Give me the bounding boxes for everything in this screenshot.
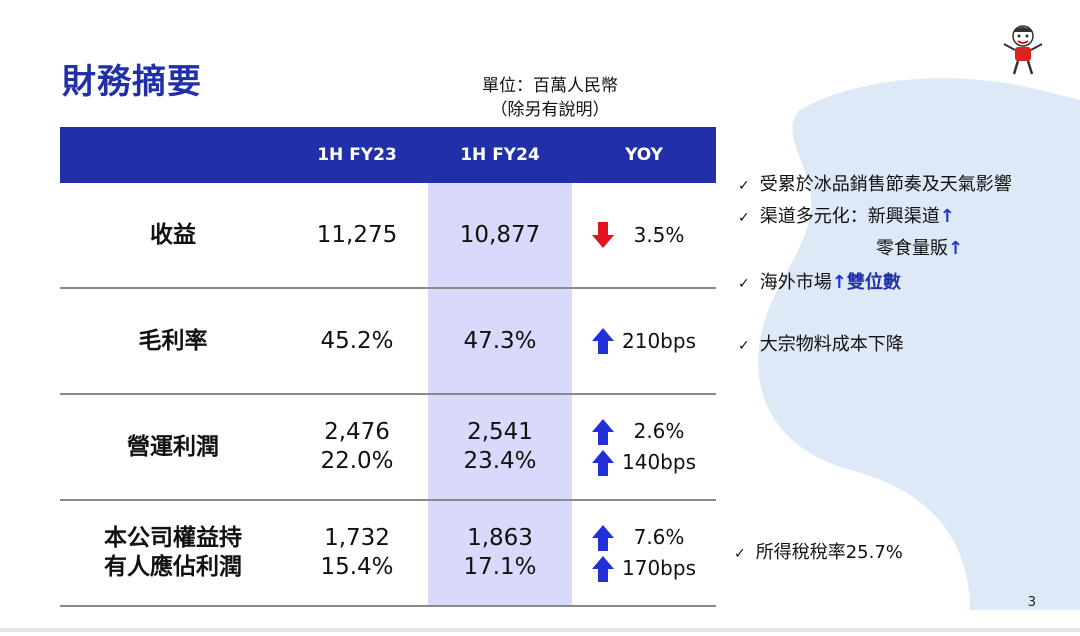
- table-row: 收益 11,275 10,877 3.5%: [60, 183, 716, 289]
- arrow-up-icon: ↑: [831, 272, 847, 293]
- note-channel: ✓ 渠道多元化：新興渠道↑: [738, 206, 955, 227]
- arrow-up-icon: [592, 449, 614, 476]
- arrow-up-icon: [592, 524, 614, 551]
- cell-yoy: 210bps: [572, 288, 716, 395]
- header-fy23: 1H FY23: [286, 127, 428, 183]
- yoy-value: 7.6%: [633, 525, 685, 549]
- check-icon: ✓: [734, 546, 746, 562]
- note-tax-rate: ✓ 所得稅稅率25.7%: [734, 542, 903, 563]
- unit-note: 單位：百萬人民幣 （除另有說明）: [482, 76, 618, 120]
- cell-yoy: 2.6% 140bps: [572, 394, 716, 501]
- cell-fy24: 10,877: [428, 183, 572, 289]
- page-number: 3: [1027, 595, 1036, 610]
- header-fy24: 1H FY24: [428, 127, 572, 183]
- cell-yoy: 7.6% 170bps: [572, 500, 716, 607]
- arrow-up-icon: ↑: [948, 238, 964, 259]
- bottom-divider: [0, 628, 1080, 632]
- check-icon: ✓: [738, 178, 750, 194]
- check-icon: ✓: [738, 338, 750, 354]
- yoy-value: 170bps: [622, 556, 696, 580]
- background-blob: [758, 78, 1080, 610]
- mascot-logo-icon: [1003, 25, 1043, 75]
- cell-fy24: 1,863 17.1%: [428, 500, 572, 607]
- header-blank: [60, 127, 286, 183]
- table-header-row: 1H FY23 1H FY24 YOY: [60, 127, 716, 183]
- table-row: 營運利潤 2,476 22.0% 2,541 23.4% 2.6% 140bps: [60, 394, 716, 501]
- cell-fy23: 45.2%: [286, 288, 428, 395]
- cell-fy24: 47.3%: [428, 288, 572, 395]
- row-label: 本公司權益持 有人應佔利潤: [60, 500, 286, 607]
- check-icon: ✓: [738, 210, 750, 226]
- note-material-cost: ✓ 大宗物料成本下降: [738, 334, 904, 355]
- row-label: 收益: [60, 183, 286, 289]
- yoy-value: 3.5%: [633, 222, 685, 247]
- page-title: 財務摘要: [62, 62, 202, 102]
- yoy-value: 140bps: [622, 450, 696, 474]
- header-yoy: YOY: [572, 127, 716, 183]
- cell-fy23: 11,275: [286, 183, 428, 289]
- row-label: 毛利率: [60, 288, 286, 395]
- financial-summary-table: 1H FY23 1H FY24 YOY 收益 11,275 10,877 3.5…: [60, 127, 716, 607]
- row-label: 營運利潤: [60, 394, 286, 501]
- table-row: 本公司權益持 有人應佔利潤 1,732 15.4% 1,863 17.1% 7.6% …: [60, 500, 716, 607]
- note-ice-sales: ✓ 受累於冰品銷售節奏及天氣影響: [738, 174, 1012, 195]
- arrow-up-icon: ↑: [939, 206, 955, 227]
- note-snack-retail: 零食量販↑: [876, 238, 964, 259]
- cell-fy24: 2,541 23.4%: [428, 394, 572, 501]
- arrow-up-icon: [592, 418, 614, 445]
- cell-yoy: 3.5%: [572, 183, 716, 289]
- note-overseas: ✓ 海外市場↑雙位數: [738, 272, 901, 293]
- check-icon: ✓: [738, 276, 750, 292]
- cell-fy23: 1,732 15.4%: [286, 500, 428, 607]
- table-row: 毛利率 45.2% 47.3% 210bps: [60, 288, 716, 395]
- cell-fy23: 2,476 22.0%: [286, 394, 428, 501]
- yoy-value: 2.6%: [633, 419, 685, 443]
- yoy-value: 210bps: [622, 328, 696, 353]
- arrow-up-icon: [592, 328, 614, 354]
- arrow-down-icon: [592, 222, 614, 248]
- arrow-up-icon: [592, 555, 614, 582]
